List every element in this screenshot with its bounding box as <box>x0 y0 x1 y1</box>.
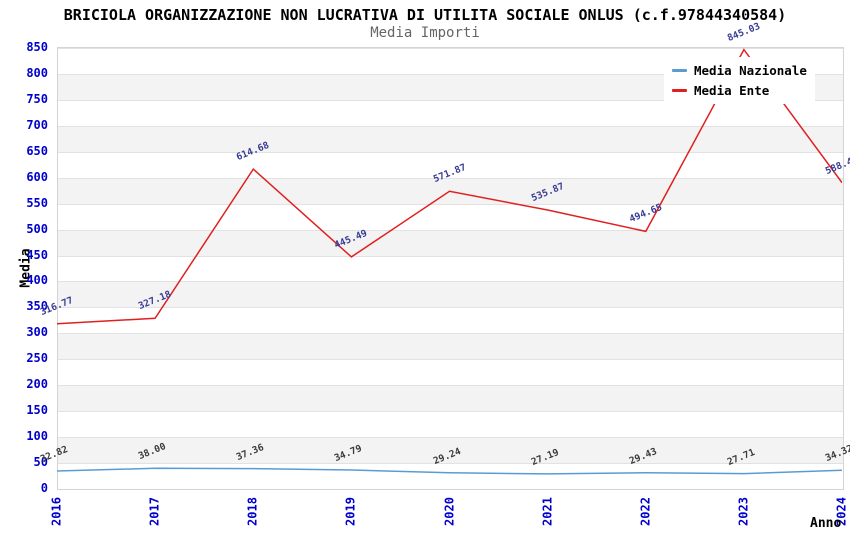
y-tick-0: 0 <box>40 481 48 495</box>
legend-label: Media Nazionale <box>694 63 807 78</box>
grid-band <box>58 437 843 464</box>
x-axis-title: Anno <box>810 516 842 531</box>
y-tick-300: 300 <box>26 325 48 340</box>
x-tick-2020: 2020 <box>442 497 456 526</box>
series-lines <box>57 48 842 475</box>
x-tick-2019: 2019 <box>343 497 358 526</box>
y-tick-200: 200 <box>26 377 48 392</box>
y-tick-50: 50 <box>33 455 48 470</box>
grid-band <box>58 463 843 489</box>
grid-band <box>58 281 843 308</box>
grid-band <box>58 229 843 256</box>
y-tick-750: 750 <box>26 91 48 106</box>
grid-band <box>58 307 843 334</box>
legend-item-media-nazionale: Media Nazionale <box>672 62 807 79</box>
media-ente-line-swatch <box>672 89 687 92</box>
grid-band <box>58 177 843 204</box>
y-tick-600: 600 <box>26 169 48 184</box>
media-ente-line <box>57 48 842 325</box>
grid-band <box>58 99 843 126</box>
grid-band <box>58 333 843 360</box>
x-tick-2016: 2016 <box>49 497 64 526</box>
y-tick-450: 450 <box>26 247 48 262</box>
y-tick-250: 250 <box>26 351 48 366</box>
y-tick-700: 700 <box>26 117 48 132</box>
y-tick-400: 400 <box>26 273 48 288</box>
media-nazionale-line <box>57 467 842 475</box>
x-tick-2017: 2017 <box>147 497 162 526</box>
y-tick-850: 850 <box>26 40 48 54</box>
grid-band <box>58 385 843 412</box>
legend: Media Nazionale Media Ente <box>664 57 815 104</box>
y-tick-650: 650 <box>26 143 48 158</box>
y-tick-550: 550 <box>26 195 48 210</box>
x-tick-2018: 2018 <box>245 497 260 526</box>
y-tick-800: 800 <box>26 65 48 80</box>
grid-band <box>58 203 843 230</box>
chart-title: BRICIOLA ORGANIZZAZIONE NON LUCRATIVA DI… <box>63 6 787 24</box>
plot-area <box>57 47 844 490</box>
grid-band <box>58 359 843 386</box>
grid-band <box>58 151 843 178</box>
media-nazionale-line-swatch <box>672 69 687 72</box>
y-tick-100: 100 <box>26 429 48 444</box>
y-tick-350: 350 <box>26 299 48 314</box>
x-tick-2022: 2022 <box>638 497 653 526</box>
grid-band <box>58 255 843 282</box>
x-tick-2021: 2021 <box>540 497 555 526</box>
x-tick-2023: 2023 <box>736 497 751 526</box>
grid-band <box>58 125 843 152</box>
legend-label: Media Ente <box>694 83 770 98</box>
chart-subtitle: Media Importi <box>370 25 480 41</box>
grid-band <box>58 411 843 438</box>
legend-item-media-ente: Media Ente <box>672 82 807 99</box>
y-tick-500: 500 <box>26 221 48 236</box>
y-tick-150: 150 <box>26 403 48 418</box>
